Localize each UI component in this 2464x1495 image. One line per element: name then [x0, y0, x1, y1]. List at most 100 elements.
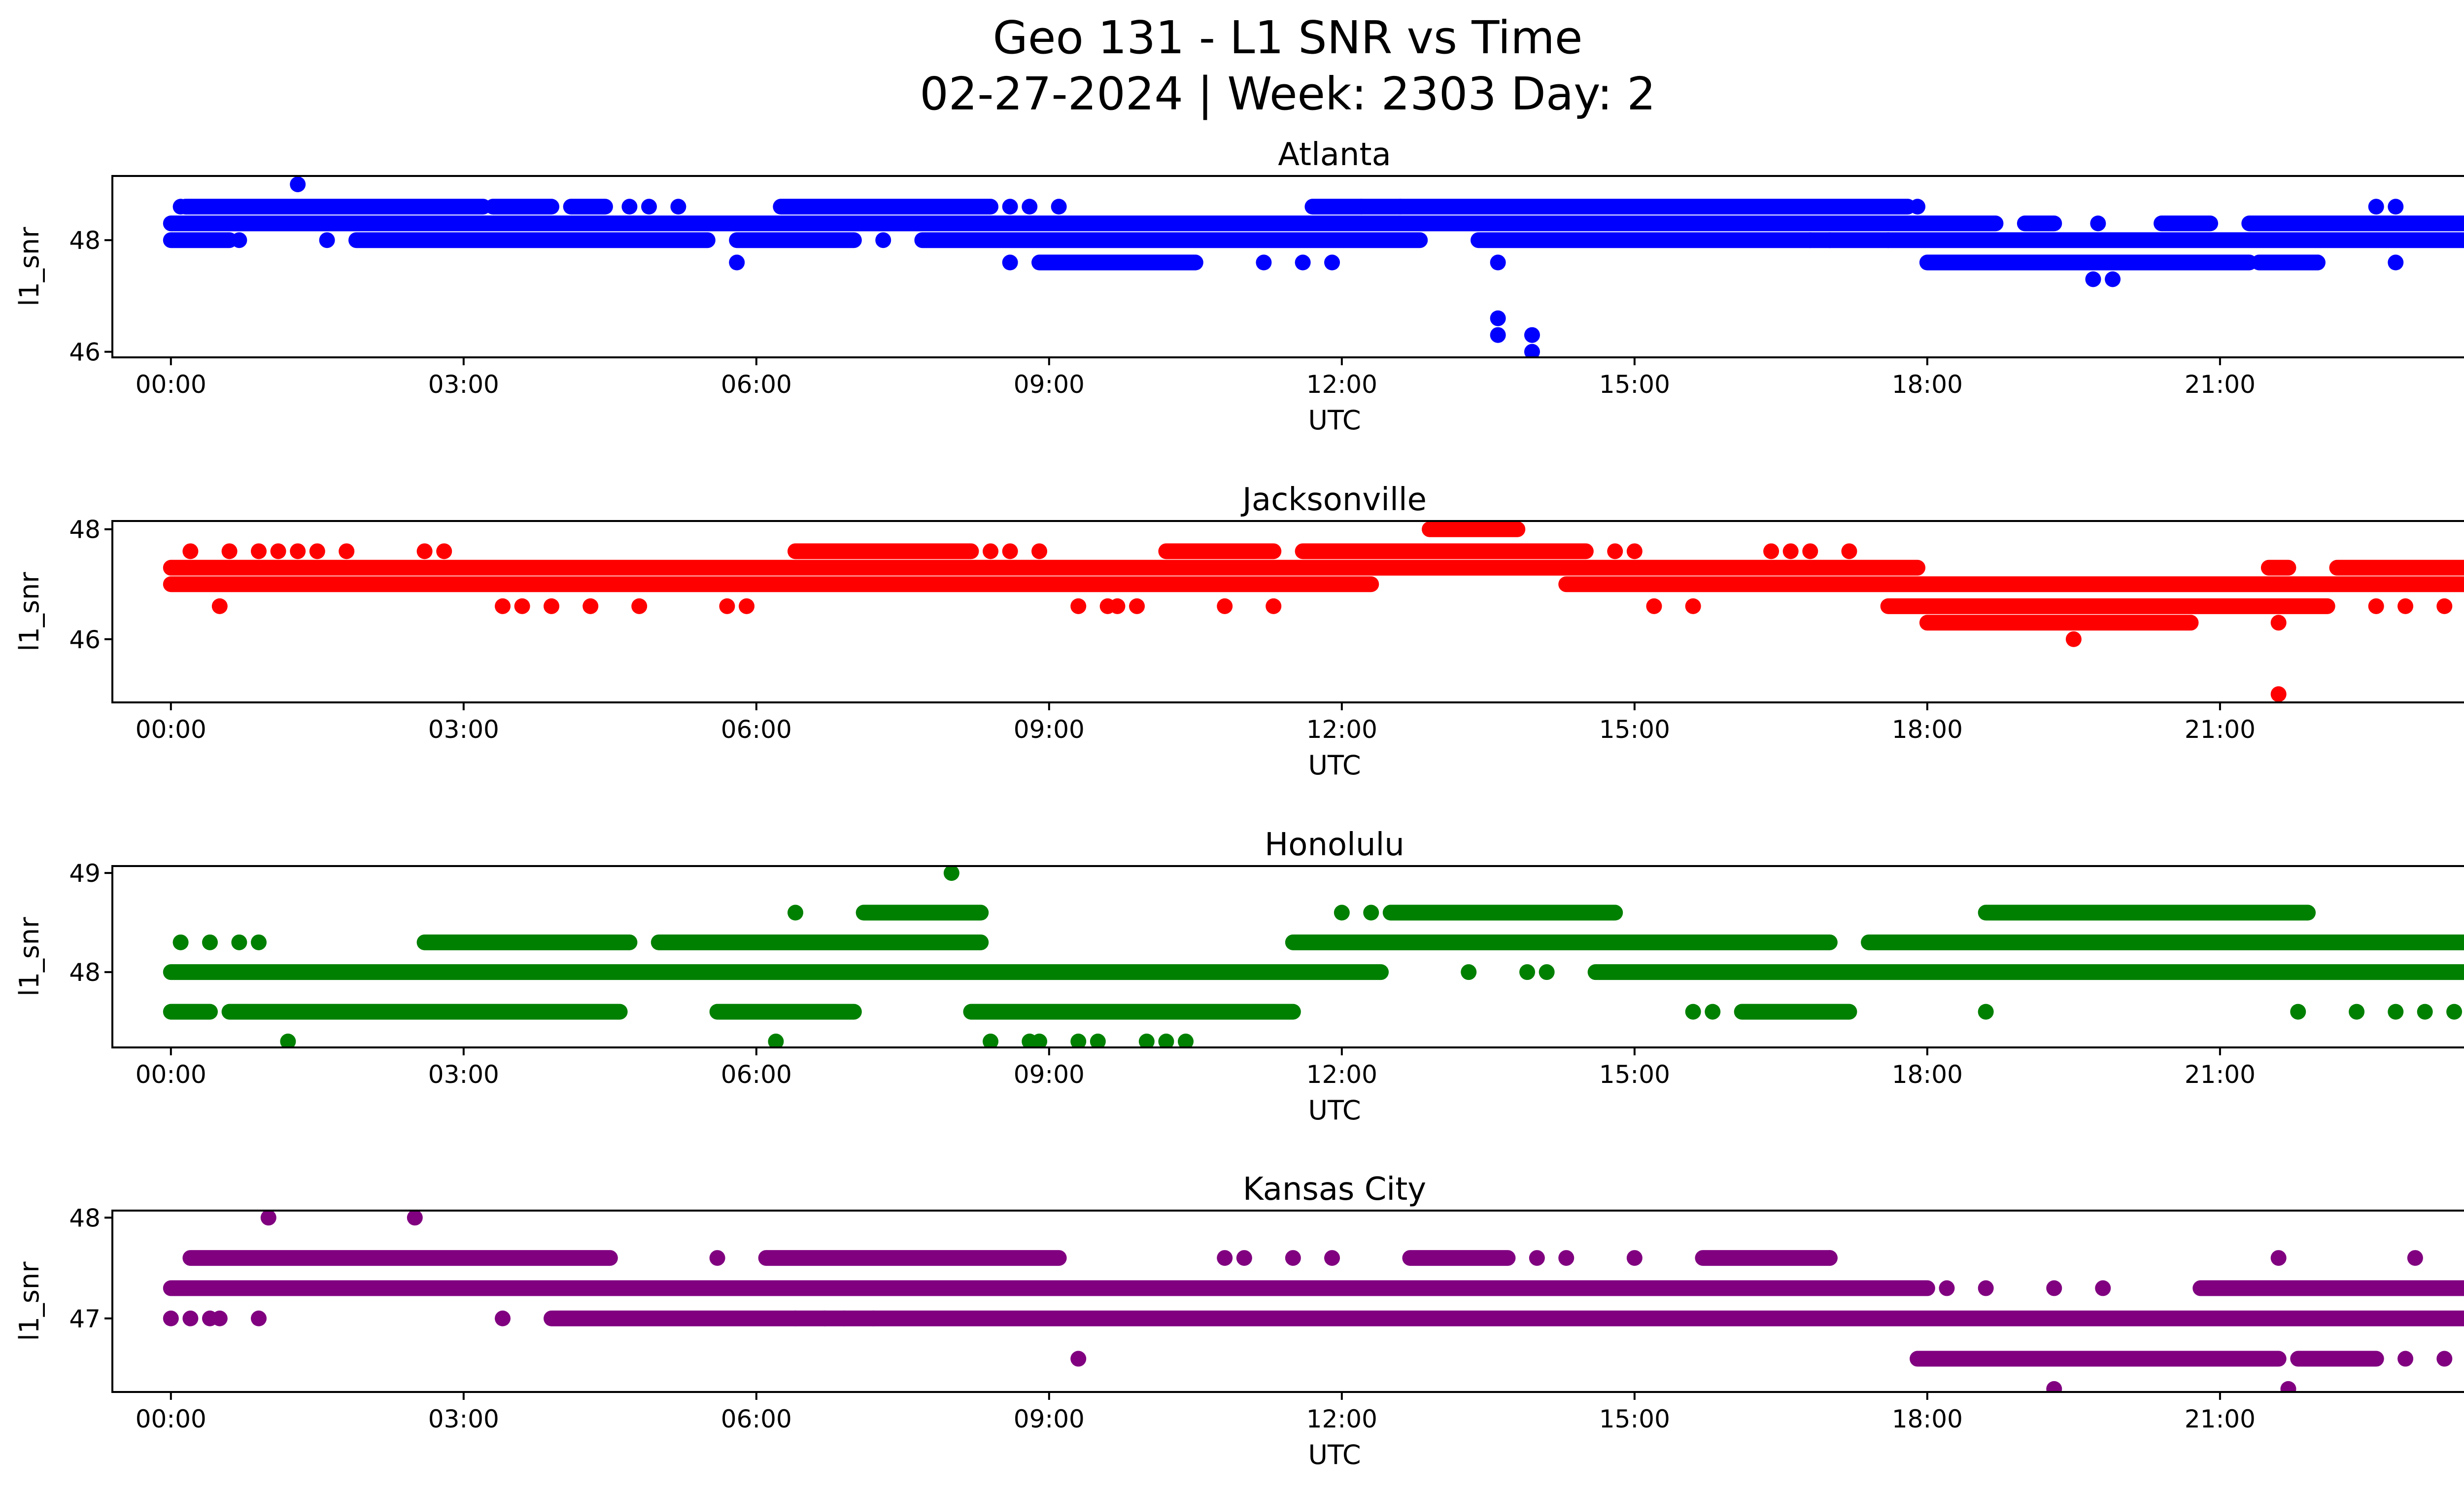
kansas-city-xtick-label-2: 06:00 — [721, 1405, 792, 1433]
atlanta-point-26 — [1910, 199, 1926, 215]
atlanta-point-29 — [2090, 215, 2106, 232]
jacksonville-x-axis-label: UTC — [1308, 750, 1361, 781]
atlanta-point-8 — [875, 232, 891, 248]
atlanta-point-28 — [2105, 271, 2121, 287]
honolulu-point-22 — [1705, 1004, 1721, 1020]
jacksonville-xtick-label-6: 18:00 — [1892, 715, 1963, 744]
kansas-city-point-0 — [163, 1310, 179, 1326]
honolulu-xtick-label-1: 03:00 — [428, 1060, 499, 1089]
honolulu-point-6 — [787, 904, 804, 921]
atlanta-point-1 — [231, 232, 247, 248]
jacksonville-point-2 — [221, 543, 238, 559]
honolulu-point-0 — [172, 934, 189, 950]
atlanta-point-15 — [1324, 254, 1340, 271]
jacksonville-title: Jacksonville — [1240, 482, 1427, 518]
jacksonville-point-3 — [251, 543, 267, 559]
jacksonville-point-10 — [495, 598, 511, 614]
honolulu-xtick-label-0: 00:00 — [136, 1060, 206, 1089]
atlanta-point-6 — [670, 199, 686, 215]
kansas-city-xtick-label-7: 21:00 — [2185, 1405, 2256, 1433]
kansas-city-point-27 — [2270, 1250, 2287, 1266]
jacksonville-xtick-label-2: 06:00 — [721, 715, 792, 744]
jacksonville-xtick-label-7: 21:00 — [2185, 715, 2256, 744]
honolulu-xtick-label-7: 21:00 — [2185, 1060, 2256, 1089]
jacksonville-axes-frame — [111, 520, 2464, 703]
atlanta-xtick-label-2: 06:00 — [721, 370, 792, 399]
honolulu-series — [163, 866, 2464, 1047]
kansas-city-point-29 — [2397, 1351, 2414, 1367]
honolulu-point-4 — [280, 1033, 296, 1047]
kansas-city-point-31 — [2436, 1351, 2453, 1367]
jacksonville-point-33 — [1841, 543, 1857, 559]
kansas-city-point-23 — [1978, 1280, 1994, 1296]
atlanta-point-33 — [2388, 254, 2404, 271]
jacksonville-point-1 — [211, 598, 228, 614]
honolulu-point-2 — [231, 934, 247, 950]
honolulu-point-10 — [1031, 1033, 1048, 1047]
jacksonville-point-14 — [631, 598, 648, 614]
atlanta-point-2 — [290, 176, 306, 192]
jacksonville-point-32 — [1802, 543, 1818, 559]
kansas-city-point-11 — [836, 1310, 853, 1326]
jacksonville-xtick-label-5: 15:00 — [1599, 715, 1670, 744]
honolulu-xtick-label-6: 18:00 — [1892, 1060, 1963, 1089]
honolulu-point-14 — [1158, 1033, 1174, 1047]
jacksonville-point-31 — [1782, 543, 1799, 559]
jacksonville-point-35 — [2270, 615, 2287, 631]
honolulu-point-15 — [1178, 1033, 1194, 1047]
jacksonville-xtick-label-4: 12:00 — [1306, 715, 1377, 744]
atlanta-point-5 — [641, 199, 657, 215]
honolulu-point-27 — [2417, 1004, 2433, 1020]
kansas-city-point-22 — [1939, 1280, 1955, 1296]
honolulu-point-28 — [2446, 1004, 2463, 1020]
honolulu-xtick-label-2: 06:00 — [721, 1060, 792, 1089]
jacksonville-point-5 — [290, 543, 306, 559]
atlanta-point-14 — [1295, 254, 1311, 271]
honolulu-axes-frame — [111, 865, 2464, 1048]
jacksonville-ytick-label-1: 48 — [69, 516, 101, 544]
subplot-kansas-city: Kansas City 00:00 03:00 06:00 09:00 12:00 15:0… — [14, 1171, 2464, 1470]
jacksonville-xtick-label-0: 00:00 — [136, 715, 206, 744]
kansas-city-xtick-label-5: 15:00 — [1599, 1405, 1670, 1433]
honolulu-point-16 — [1334, 904, 1350, 921]
jacksonville-point-0 — [182, 543, 199, 559]
kansas-city-point-19 — [1558, 1250, 1574, 1266]
kansas-city-point-16 — [1285, 1250, 1301, 1266]
jacksonville-point-34 — [2065, 631, 2082, 647]
kansas-city-xtick-label-6: 18:00 — [1892, 1405, 1963, 1433]
jacksonville-point-37 — [2368, 598, 2384, 614]
atlanta-point-4 — [621, 199, 638, 215]
atlanta-xtick-label-3: 09:00 — [1014, 370, 1085, 399]
kansas-city-xtick-label-0: 00:00 — [136, 1405, 206, 1433]
honolulu-x-axis-label: UTC — [1308, 1095, 1361, 1126]
kansas-city-point-3 — [211, 1310, 228, 1326]
kansas-city-xtick-label-1: 03:00 — [428, 1405, 499, 1433]
honolulu-point-19 — [1519, 964, 1536, 980]
atlanta-point-20 — [1490, 327, 1506, 343]
atlanta-x-axis-label: UTC — [1308, 405, 1361, 436]
kansas-city-point-21 — [1821, 1250, 1838, 1266]
jacksonville-point-15 — [719, 598, 735, 614]
kansas-city-point-7 — [495, 1310, 511, 1326]
atlanta-xtick-label-7: 21:00 — [2185, 370, 2256, 399]
atlanta-axes-frame — [111, 175, 2464, 358]
atlanta-point-32 — [2388, 199, 2404, 215]
honolulu-point-23 — [1978, 1004, 1994, 1020]
jacksonville-point-28 — [1646, 598, 1662, 614]
kansas-city-x-axis-label: UTC — [1308, 1439, 1361, 1470]
jacksonville-point-20 — [1070, 598, 1087, 614]
jacksonville-point-26 — [1607, 543, 1623, 559]
jacksonville-point-11 — [514, 598, 530, 614]
honolulu-xtick-label-3: 09:00 — [1014, 1060, 1085, 1089]
honolulu-point-5 — [768, 1033, 784, 1047]
atlanta-series — [163, 176, 2464, 357]
kansas-city-point-8 — [709, 1250, 725, 1266]
honolulu-point-11 — [1070, 1033, 1087, 1047]
kansas-city-point-26 — [2095, 1280, 2111, 1296]
jacksonville-point-29 — [1685, 598, 1701, 614]
honolulu-point-25 — [2349, 1004, 2365, 1020]
subplot-jacksonville: Jacksonville 00:00 03:00 06:00 09:00 12:00 15:… — [14, 482, 2464, 781]
atlanta-point-10 — [1002, 199, 1018, 215]
jacksonville-y-axis-label: l1_snr — [14, 572, 45, 652]
kansas-city-point-15 — [1236, 1250, 1252, 1266]
